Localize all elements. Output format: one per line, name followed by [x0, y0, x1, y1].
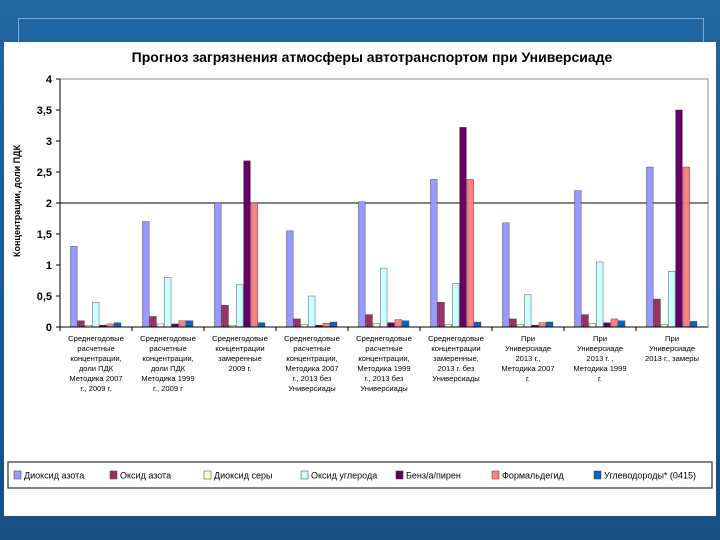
- bar: [430, 179, 438, 328]
- bar: [372, 323, 380, 328]
- y-axis-label: Концентрации, доли ПДК: [12, 144, 22, 257]
- category-label: Среднегодовые расчетные концентрации, доли …: [140, 334, 196, 393]
- bar: [502, 222, 510, 328]
- y-tick-label: 3,5: [37, 105, 52, 117]
- bar: [92, 302, 100, 328]
- bar: [474, 321, 482, 328]
- legend-swatch: [109, 470, 118, 480]
- bar: [186, 320, 194, 328]
- bar: [524, 294, 532, 328]
- bar: [258, 322, 266, 328]
- category-label: Среднегодовые расчетные концентрации, Метод…: [284, 334, 340, 393]
- y-tick-labels: 0 0,5 1 1,5 2 2,5 3 3,5 4: [37, 74, 53, 334]
- bar: [596, 261, 604, 328]
- bar: [603, 322, 611, 328]
- bar: [618, 320, 626, 328]
- category-labels: Среднегодовые расчетные концентрации, доли …: [68, 334, 699, 393]
- legend-label: Углеводороды* (0415): [604, 471, 696, 481]
- legend-label: Оксид углерода: [311, 471, 377, 481]
- chart-canvas: Прогноз загрязнения атмосферы автотрансп…: [7, 49, 713, 489]
- bar: [509, 318, 517, 328]
- category-label: При Универсиаде 2013 г. , Методика 1999 г.: [573, 334, 626, 383]
- bar: [574, 190, 582, 328]
- y-tick-label: 2: [46, 198, 52, 210]
- bar: [236, 284, 244, 328]
- bar: [286, 230, 294, 328]
- bar: [221, 305, 229, 328]
- legend-swatch: [395, 470, 404, 480]
- legend-swatch: [300, 470, 309, 480]
- legend-label: Формальдегид: [502, 471, 565, 481]
- y-tick-label: 4: [46, 74, 53, 86]
- bar: [77, 320, 85, 328]
- legend-label: Диоксид серы: [214, 471, 272, 481]
- bar: [387, 322, 395, 328]
- bar: [322, 323, 330, 328]
- category-label: Среднегодовые расчетные концентрации, доли …: [68, 334, 124, 393]
- legend-swatch: [203, 470, 212, 480]
- slide-frame-line: [18, 18, 704, 43]
- bar: [538, 322, 546, 328]
- bar: [308, 295, 316, 328]
- legend: Диоксид азота Оксид азота Диоксид серы Окси…: [7, 461, 713, 489]
- bar: [114, 322, 122, 328]
- bar: [178, 320, 186, 328]
- bar: [675, 109, 683, 328]
- bars: [70, 109, 698, 328]
- bar: [452, 283, 460, 328]
- category-label: Среднегодовые концентрации замеренные 2009 …: [212, 334, 268, 373]
- bar: [588, 323, 596, 328]
- bar: [164, 277, 172, 328]
- bar: [690, 321, 698, 328]
- bar: [70, 246, 78, 328]
- bar: [142, 221, 150, 328]
- bar: [646, 166, 654, 328]
- bar: [243, 160, 251, 328]
- category-label: Среднегодовые концентрации замеренные, 2013…: [428, 334, 484, 383]
- legend-label: Диоксид азота: [24, 471, 84, 481]
- bar: [668, 270, 676, 328]
- bar: [394, 319, 402, 328]
- y-tick-label: 3: [46, 136, 52, 148]
- legend-swatch: [13, 470, 22, 480]
- bar: [546, 321, 554, 328]
- legend-swatch: [593, 470, 602, 480]
- bar: [402, 320, 410, 328]
- y-tick-label: 0,5: [37, 291, 52, 303]
- bar: [380, 267, 388, 328]
- bar: [293, 318, 301, 328]
- y-tick-label: 1,5: [37, 229, 52, 241]
- bar: [330, 321, 338, 328]
- bar: [358, 201, 366, 328]
- bar: [214, 202, 222, 328]
- bar: [610, 318, 618, 328]
- category-label: При Универсиаде 2013 г., Методика 2007 г.: [501, 334, 554, 383]
- legend-label: Бенз/а/пирен: [406, 471, 461, 481]
- category-label: При Универсиаде 2013 г., замеры: [645, 334, 699, 363]
- axes: [56, 78, 708, 331]
- bar: [653, 298, 661, 328]
- legend-label: Оксид азота: [120, 471, 171, 481]
- y-tick-label: 1: [46, 260, 52, 272]
- bar: [365, 314, 373, 328]
- bar: [466, 179, 474, 328]
- bar: [682, 166, 690, 328]
- bar: [149, 316, 157, 328]
- bar: [581, 314, 589, 328]
- y-tick-label: 0: [46, 322, 52, 334]
- bar: [437, 302, 445, 328]
- chart-title: Прогноз загрязнения атмосферы автотрансп…: [132, 49, 613, 65]
- y-tick-label: 2,5: [37, 167, 52, 179]
- chart-panel: Прогноз загрязнения атмосферы автотрансп…: [4, 42, 716, 516]
- legend-swatch: [491, 470, 500, 480]
- category-label: Среднегодовые расчетные концентрации, Метод…: [356, 334, 412, 393]
- bar: [250, 202, 258, 328]
- bar: [459, 127, 467, 328]
